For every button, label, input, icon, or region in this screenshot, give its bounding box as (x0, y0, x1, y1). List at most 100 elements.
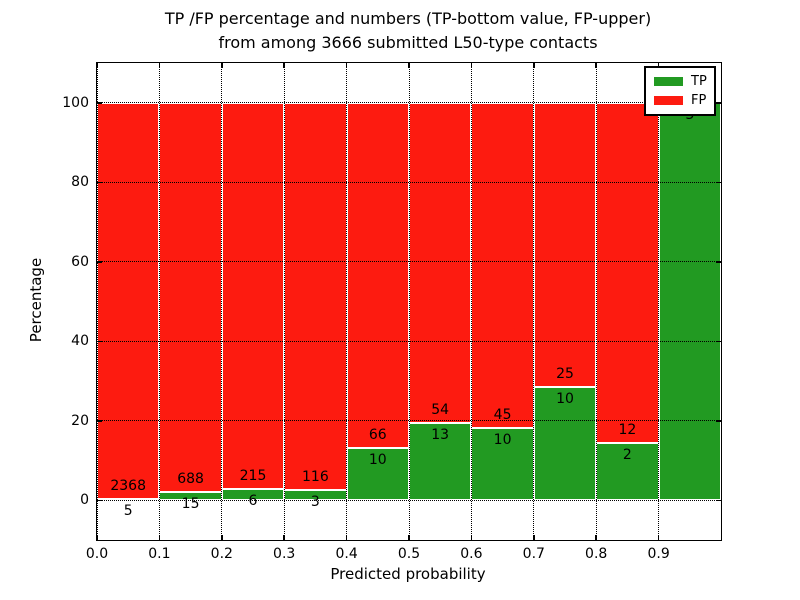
y-tick-right-0 (716, 499, 721, 501)
fp-count-label-0.1-0.2: 688 (177, 470, 204, 487)
fp-count-label-0.7-0.8: 25 (556, 365, 574, 382)
bar-tp-0.8-0.9 (596, 443, 659, 501)
x-tick-label-0.8: 0.8 (585, 546, 608, 562)
bar-fp-0.8-0.9 (596, 102, 659, 444)
y-tick-left-40 (97, 340, 102, 342)
bar-tp-0.3-0.4 (284, 490, 347, 501)
x-tick-label-0.3: 0.3 (273, 546, 296, 562)
x-tick-bottom-0.4 (345, 535, 348, 540)
bar-tp-0.6-0.7 (471, 427, 534, 501)
x-tick-top-0.7 (533, 63, 535, 68)
tp-count-label-0.6-0.7: 10 (493, 431, 512, 448)
x-tick-top-0.9 (657, 63, 660, 68)
y-gridline-20 (97, 420, 721, 422)
y-tick-label-100: 100 (62, 94, 89, 111)
y-gridline-60 (97, 261, 721, 263)
x-tick-bottom-0.6 (470, 535, 473, 540)
y-gridline-100 (97, 102, 721, 104)
tp-count-label-0.4-0.5: 10 (368, 451, 387, 468)
y-gridline-0 (97, 499, 721, 501)
bar-fp-0.4-0.5 (346, 102, 409, 448)
y-tick-right-100 (716, 102, 721, 104)
fp-count-label-0.8-0.9: 12 (618, 422, 637, 439)
bar-fp-0.1-0.2 (159, 102, 222, 492)
x-tick-bottom-0.3 (283, 535, 285, 540)
bar-fp-0.2-0.3 (221, 102, 285, 490)
x-gridline-0.9 (658, 63, 660, 540)
x-tick-label-0.9: 0.9 (647, 546, 670, 562)
fp-count-label-0.3-0.4: 116 (302, 469, 329, 486)
legend: TP FP (644, 66, 716, 116)
bar-tp-0.4-0.5 (346, 447, 409, 501)
y-axis-label: Percentage (27, 257, 45, 343)
bar-fp-0.7-0.8 (533, 102, 597, 387)
x-gridline-0.1 (158, 63, 160, 540)
x-tick-bottom-0.2 (221, 535, 223, 540)
y-gridline-80 (97, 181, 721, 183)
x-tick-label-0.5: 0.5 (397, 546, 421, 562)
y-tick-label-80: 80 (71, 174, 89, 191)
y-tick-right-80 (716, 181, 721, 183)
x-tick-label-0.2: 0.2 (210, 546, 233, 562)
legend-swatch-tp (654, 77, 683, 86)
bar-tp-0.7-0.8 (533, 386, 597, 501)
y-tick-left-60 (97, 261, 102, 263)
fp-count-label-0.5-0.6: 54 (431, 402, 450, 419)
x-gridline-0.6 (470, 63, 472, 540)
x-gridline-0.5 (408, 63, 410, 540)
y-tick-label-40: 40 (71, 333, 89, 350)
x-tick-bottom-0.0 (96, 535, 98, 540)
x-tick-label-0.4: 0.4 (335, 546, 358, 562)
fp-count-label-0.4-0.5: 66 (368, 426, 387, 443)
x-tick-top-0.1 (158, 63, 161, 68)
x-gridline-0.3 (283, 63, 285, 540)
y-tick-right-60 (716, 261, 721, 263)
x-gridline-0.2 (221, 63, 223, 540)
x-tick-bottom-0.8 (595, 535, 597, 540)
x-tick-top-0.3 (283, 63, 285, 68)
x-gridline-0.7 (533, 63, 535, 540)
tp-count-label-0.2-0.3: 6 (248, 493, 258, 510)
fp-count-label-0.6-0.7: 45 (493, 406, 512, 423)
bar-fp-0.3-0.4 (284, 102, 347, 491)
x-tick-label-0.1: 0.1 (148, 546, 171, 562)
chart-title-line1: TP /FP percentage and numbers (TP-bottom… (164, 9, 652, 28)
y-tick-label-60: 60 (71, 253, 89, 270)
chart-title-line2: from among 3666 submitted L50-type conta… (218, 33, 598, 52)
bar-fp-0.5-0.6 (409, 102, 472, 424)
bar-tp-0.2-0.3 (221, 489, 285, 501)
x-tick-top-0.5 (408, 63, 410, 68)
tp-count-label-0.3-0.4: 3 (310, 494, 320, 511)
x-tick-top-0.8 (595, 63, 597, 68)
tp-count-label-0.7-0.8: 10 (556, 390, 574, 407)
legend-label-tp: TP (691, 74, 707, 89)
y-tick-left-0 (97, 499, 102, 501)
x-gridline-0.0 (96, 63, 98, 540)
bar-tp-0.5-0.6 (409, 423, 472, 501)
fp-count-label-0.2-0.3: 215 (239, 468, 267, 485)
x-tick-top-0.4 (345, 63, 348, 68)
y-tick-right-20 (716, 420, 721, 422)
bar-tp-0.9-1.0 (658, 102, 721, 501)
fp-count-label-0.0-0.1: 2368 (110, 478, 147, 495)
x-tick-label-0.6: 0.6 (460, 546, 483, 562)
tp-count-label-0.8-0.9: 2 (622, 447, 632, 464)
y-tick-right-40 (716, 340, 721, 342)
tp-count-label-0.0-0.1: 5 (123, 503, 133, 520)
bar-tp-0.1-0.2 (159, 491, 222, 501)
x-tick-top-0.6 (470, 63, 473, 68)
tp-count-label-0.1-0.2: 15 (181, 495, 200, 512)
x-tick-label-0.7: 0.7 (522, 546, 545, 562)
x-tick-top-0.2 (221, 63, 223, 68)
y-tick-label-0: 0 (80, 492, 89, 509)
x-tick-bottom-0.1 (158, 535, 161, 540)
plot-area: TP FP 2368 5 688 15 215 6 116 3 66 10 54 13 45 10 25 10 1… (62, 62, 722, 562)
tp-count-label-0.5-0.6: 13 (431, 427, 450, 444)
y-tick-label-20: 20 (71, 412, 89, 429)
y-tick-left-80 (97, 181, 102, 183)
legend-swatch-fp (654, 96, 683, 105)
y-tick-left-20 (97, 420, 102, 422)
legend-entry-fp: FP (654, 94, 706, 107)
y-gridline-40 (97, 340, 721, 342)
